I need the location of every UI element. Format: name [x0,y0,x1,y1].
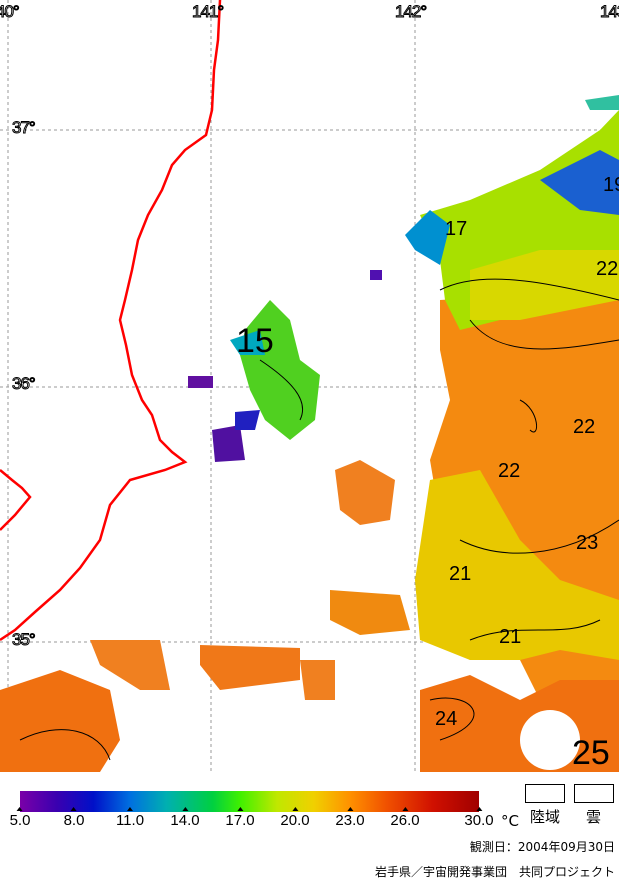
contour-label: 21 [449,563,472,585]
cloud-swatch [574,784,614,803]
sst-region-west-cyan [405,210,450,265]
sst-region-central-cyan [230,330,265,355]
land-swatch [525,784,565,803]
sst-region-south-mid2 [300,660,335,700]
isotherm-contours [19,278,619,761]
contour-label: 22 [596,258,619,280]
longitude-label: 141° [191,2,224,22]
latitude-label: 35° [12,630,37,650]
latitude-label: 36° [12,374,37,394]
credit-text: 岩手県／宇宙開発事業団 共同プロジェクト [374,865,615,879]
sst-region-mid-orange [335,460,395,525]
sst-region-south-small [90,640,170,690]
colorbar-tick: 26.0 [390,807,420,829]
longitude-label: 142° [394,2,427,22]
colorbar-tick: 23.0 [335,807,365,829]
contour-label: 23 [576,532,599,554]
colorbar-tick: 14.0 [170,807,200,829]
cloud-label: 雲 [586,808,602,826]
contour-label: 21 [499,626,522,648]
latitude-label: 37° [12,118,37,138]
coastline [0,0,222,642]
coastline-west [0,469,32,531]
colorbar-tick: 20.0 [280,807,310,829]
longitude-label: 143° [599,2,619,22]
sst-region-central-blue [235,410,260,430]
colorbar-tick: 5.0 [9,807,31,829]
contour-label: 24 [435,708,458,730]
contour-label: 22 [573,416,596,438]
unit-label: °C [501,812,519,830]
contour-label: 25 [572,734,610,772]
sst-region-south-orange [0,670,120,772]
observation-date: 観測日：2004年09月30日 [469,840,615,854]
sst-region-south-mid3 [330,590,410,635]
longitude-label: 40° [0,2,20,22]
sst-region-northeast-blue [540,150,619,215]
sst-region-south-mid [200,645,300,690]
contour-label: 19 [603,174,619,196]
sst-region-east-yellow [415,470,619,660]
temperature-colorbar [20,791,479,812]
sst-region-central-purple [212,425,245,462]
colorbar-tick: 8.0 [63,807,85,829]
colorbar-tick: 17.0 [225,807,255,829]
contour-label: 17 [445,218,468,240]
contour-label: 15 [236,322,274,360]
land-label: 陸域 [530,808,561,826]
sst-region-north-tip [585,95,619,110]
sea-surface-temperature-map [0,0,619,772]
colorbar-tick: 30.0 [464,807,494,829]
colorbar-tick: 11.0 [115,807,145,829]
contour-label: 22 [498,460,521,482]
sst-region-east-yellowgreen [470,250,619,320]
